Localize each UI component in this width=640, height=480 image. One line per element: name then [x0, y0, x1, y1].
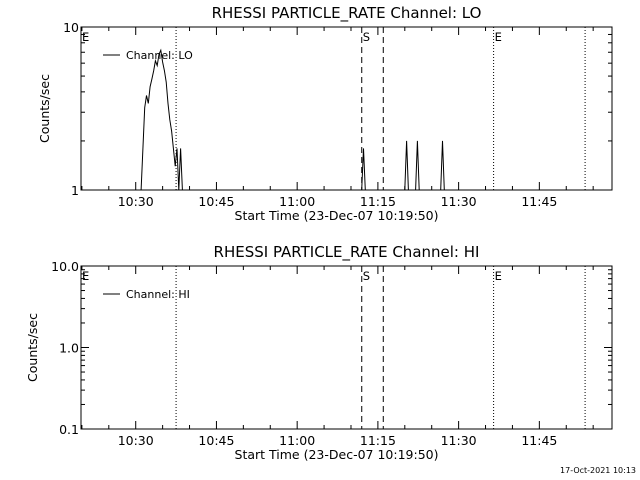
x-tick-label: 11:15	[360, 194, 396, 209]
annotation-letter: S	[363, 269, 370, 283]
x-tick-label: 10:30	[118, 194, 154, 209]
x-tick-label: 11:00	[279, 194, 315, 209]
y-tick-label: 10	[63, 20, 79, 35]
chart-title: RHESSI PARTICLE_RATE Channel: LO	[212, 4, 482, 23]
timestamp-label: 17-Oct-2021 10:13	[560, 466, 636, 475]
legend-label: Channel: HI	[126, 288, 190, 301]
annotation-letter: E	[495, 30, 502, 44]
x-tick-label: 11:00	[279, 433, 315, 448]
x-axis-label: Start Time (23-Dec-07 10:19:50)	[235, 208, 439, 223]
y-tick-label: 1	[71, 183, 79, 198]
y-tick-label: 0.1	[59, 422, 79, 437]
x-axis-label: Start Time (23-Dec-07 10:19:50)	[235, 447, 439, 462]
annotation-letter: E	[495, 269, 502, 283]
x-tick-label: 11:45	[521, 194, 557, 209]
y-axis-label: Counts/sec	[37, 74, 52, 143]
series-line	[81, 48, 612, 191]
y-axis-label: Counts/sec	[25, 313, 40, 382]
x-tick-label: 10:45	[198, 194, 234, 209]
annotation-letter: E	[82, 269, 89, 283]
y-tick-label: 1.0	[59, 341, 79, 356]
x-tick-label: 11:30	[441, 433, 477, 448]
annotation-letter: E	[82, 30, 89, 44]
annotation-letter: S	[363, 30, 370, 44]
chart-title: RHESSI PARTICLE_RATE Channel: HI	[214, 243, 480, 262]
x-tick-label: 11:15	[360, 433, 396, 448]
y-tick-label: 10.0	[51, 259, 79, 274]
x-tick-label: 10:30	[118, 433, 154, 448]
x-tick-label: 11:45	[521, 433, 557, 448]
legend-label: Channel: LO	[126, 49, 193, 62]
x-tick-label: 11:30	[441, 194, 477, 209]
x-tick-label: 10:45	[198, 433, 234, 448]
